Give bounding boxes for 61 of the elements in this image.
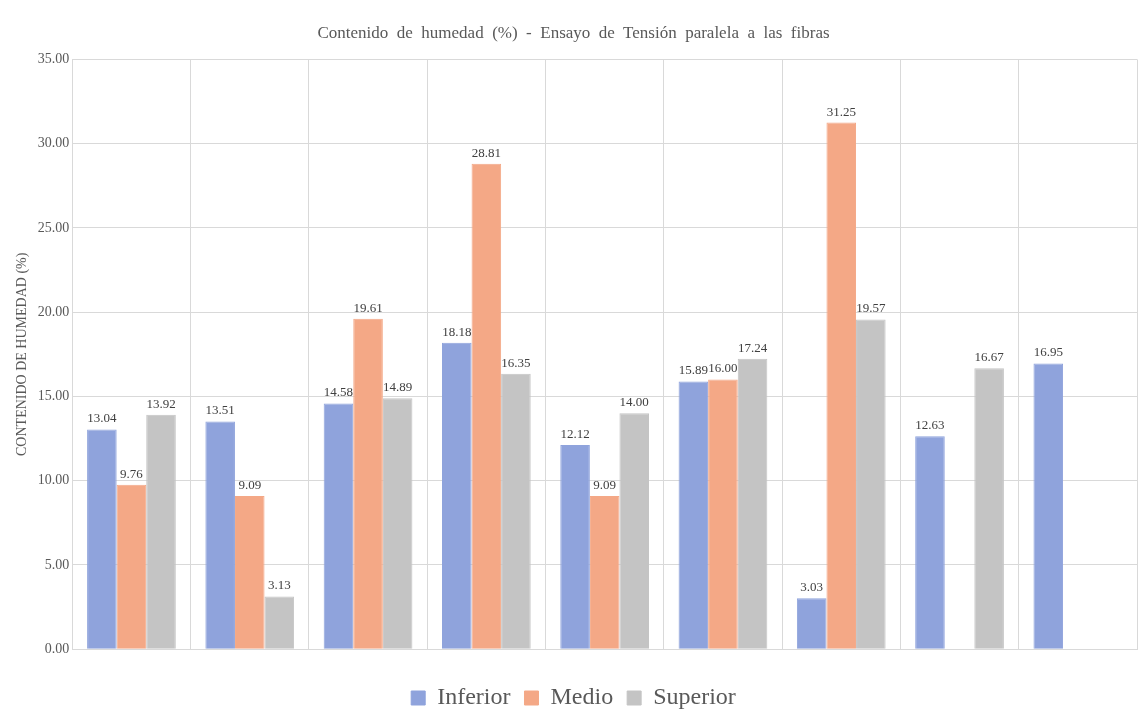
bar [382,398,413,649]
bar [501,373,531,649]
bar [796,598,827,649]
y-tick-label: 15.00 [37,388,70,404]
bar [915,436,945,649]
data-label: 13.51 [205,402,235,418]
bar [856,319,886,649]
bar [1033,363,1064,649]
data-label: 13.04 [87,410,117,426]
data-label: 3.13 [267,577,291,593]
y-tick-label: 0.00 [44,640,70,656]
bar [974,368,1004,649]
bar [441,342,472,649]
bar [471,163,502,649]
bar [353,318,383,649]
data-label: 14.58 [323,384,354,400]
data-label: 9.76 [120,465,144,481]
bar [560,444,590,649]
y-axis-title: CONTENIDO DE HUMEDAD (%) [14,252,31,456]
bar [146,414,176,649]
data-label: 12.63 [915,417,945,433]
y-tick-label: 25.00 [37,219,70,235]
data-label: 16.35 [501,354,531,370]
legend-label: Superior [653,683,736,710]
data-label: 13.92 [146,395,176,411]
data-label: 15.89 [678,362,708,378]
data-label: 16.00 [708,360,738,376]
y-tick-label: 5.00 [44,556,70,572]
bar [678,381,709,649]
data-label: 9.09 [238,476,262,492]
data-label: 16.67 [974,349,1005,365]
bar [589,496,620,649]
data-label: 9.09 [593,476,617,492]
data-label: 31.25 [826,103,856,119]
y-tick-label: 30.00 [37,135,70,151]
bar [737,358,768,649]
chart-title: Contenido de humedad (%) - Ensayo de Tensión paralela a las fibras [317,22,830,42]
legend-label: Medio [550,683,614,710]
data-label: 28.81 [471,144,501,160]
y-tick-label: 35.00 [37,51,70,67]
bar [708,379,738,649]
data-label: 19.61 [353,299,383,315]
data-label: 17.24 [737,339,768,355]
bar [205,421,235,649]
y-tick-label: 10.00 [37,472,70,488]
y-tick-label: 20.00 [37,303,70,319]
data-label: 14.89 [383,379,413,395]
bar [87,429,117,649]
bar [619,413,650,649]
data-label: 18.18 [442,323,472,339]
bar [826,122,857,649]
data-label: 12.12 [560,425,590,441]
bar [264,596,295,649]
bar [323,403,354,649]
data-label: 19.57 [856,300,886,316]
data-label: 3.03 [800,579,824,595]
data-label: 14.00 [619,394,649,410]
bar [116,484,147,649]
data-label: 16.95 [1033,344,1063,360]
bar [234,496,265,649]
legend-label: Inferior [437,683,511,710]
